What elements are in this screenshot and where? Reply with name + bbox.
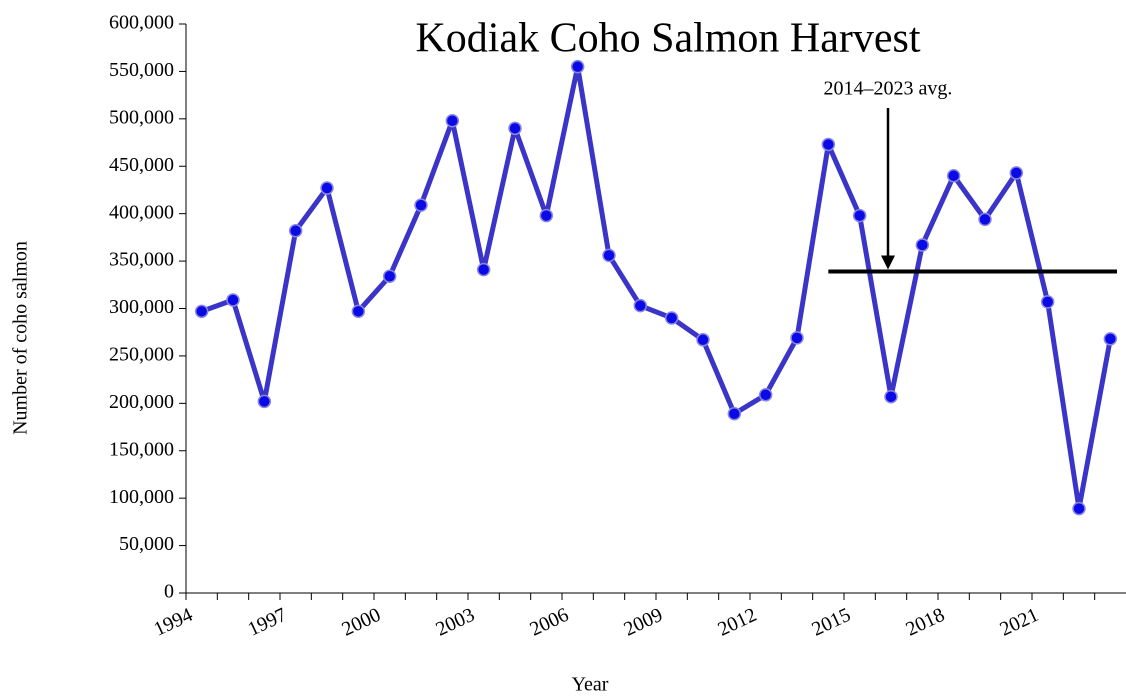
data-point [445, 113, 460, 128]
x-tick-label: 2000 [339, 604, 385, 641]
data-point [821, 137, 836, 152]
data-point [288, 223, 303, 238]
data-point [508, 121, 522, 136]
average-arrow-head [881, 255, 895, 270]
y-tick-label: 50,000 [119, 533, 174, 555]
x-axis-label: Year [572, 674, 609, 696]
data-point [476, 262, 491, 277]
data-point [257, 394, 272, 409]
data-point [320, 181, 334, 195]
y-axis-label: Number of coho salmon [10, 241, 32, 435]
data-point [1009, 166, 1024, 180]
data-point [1103, 332, 1118, 346]
y-tick-label: 0 [164, 581, 174, 603]
data-point [1072, 501, 1086, 516]
y-tick-label: 550,000 [109, 59, 174, 81]
data-point [570, 59, 585, 74]
x-tick-label: 2018 [903, 604, 949, 641]
data-point [351, 304, 366, 319]
x-tick-label: 2012 [715, 604, 761, 641]
data-point [539, 208, 554, 223]
data-point [633, 298, 648, 313]
x-tick-label: 2006 [527, 604, 573, 641]
y-tick-label: 250,000 [109, 344, 174, 366]
data-point [852, 208, 867, 223]
data-point [946, 168, 961, 183]
y-tick-label: 300,000 [109, 296, 174, 318]
y-tick-label: 500,000 [109, 106, 174, 128]
y-tick-label: 150,000 [109, 438, 174, 460]
data-point [414, 198, 428, 212]
data-point [915, 238, 930, 252]
data-point [727, 407, 742, 421]
y-tick-label: 350,000 [109, 249, 174, 271]
chart-title: Kodiak Coho Salmon Harvest [415, 16, 920, 62]
data-point [382, 269, 397, 284]
y-tick-label: 600,000 [109, 12, 174, 34]
data-point [1040, 295, 1055, 309]
x-tick-label: 2015 [809, 604, 855, 641]
data-point [790, 331, 804, 345]
y-tick-label: 400,000 [109, 201, 174, 223]
data-point [602, 248, 616, 263]
data-point [226, 293, 240, 307]
y-tick-label: 100,000 [109, 486, 174, 508]
data-point [664, 311, 679, 325]
y-tick-label: 200,000 [109, 391, 174, 413]
x-tick-label: 2009 [621, 604, 667, 641]
data-point [194, 304, 209, 319]
x-tick-label: 1997 [245, 604, 291, 641]
y-tick-label: 450,000 [109, 154, 174, 176]
data-point [696, 333, 710, 347]
data-point [978, 212, 992, 227]
data-point [758, 388, 773, 402]
series-line [200, 64, 1113, 512]
x-tick-label: 2021 [997, 604, 1043, 641]
data-point [884, 389, 898, 404]
x-tick-label: 1994 [151, 604, 197, 641]
average-label: 2014–2023 avg. [824, 78, 953, 100]
x-tick-label: 2003 [433, 604, 479, 641]
